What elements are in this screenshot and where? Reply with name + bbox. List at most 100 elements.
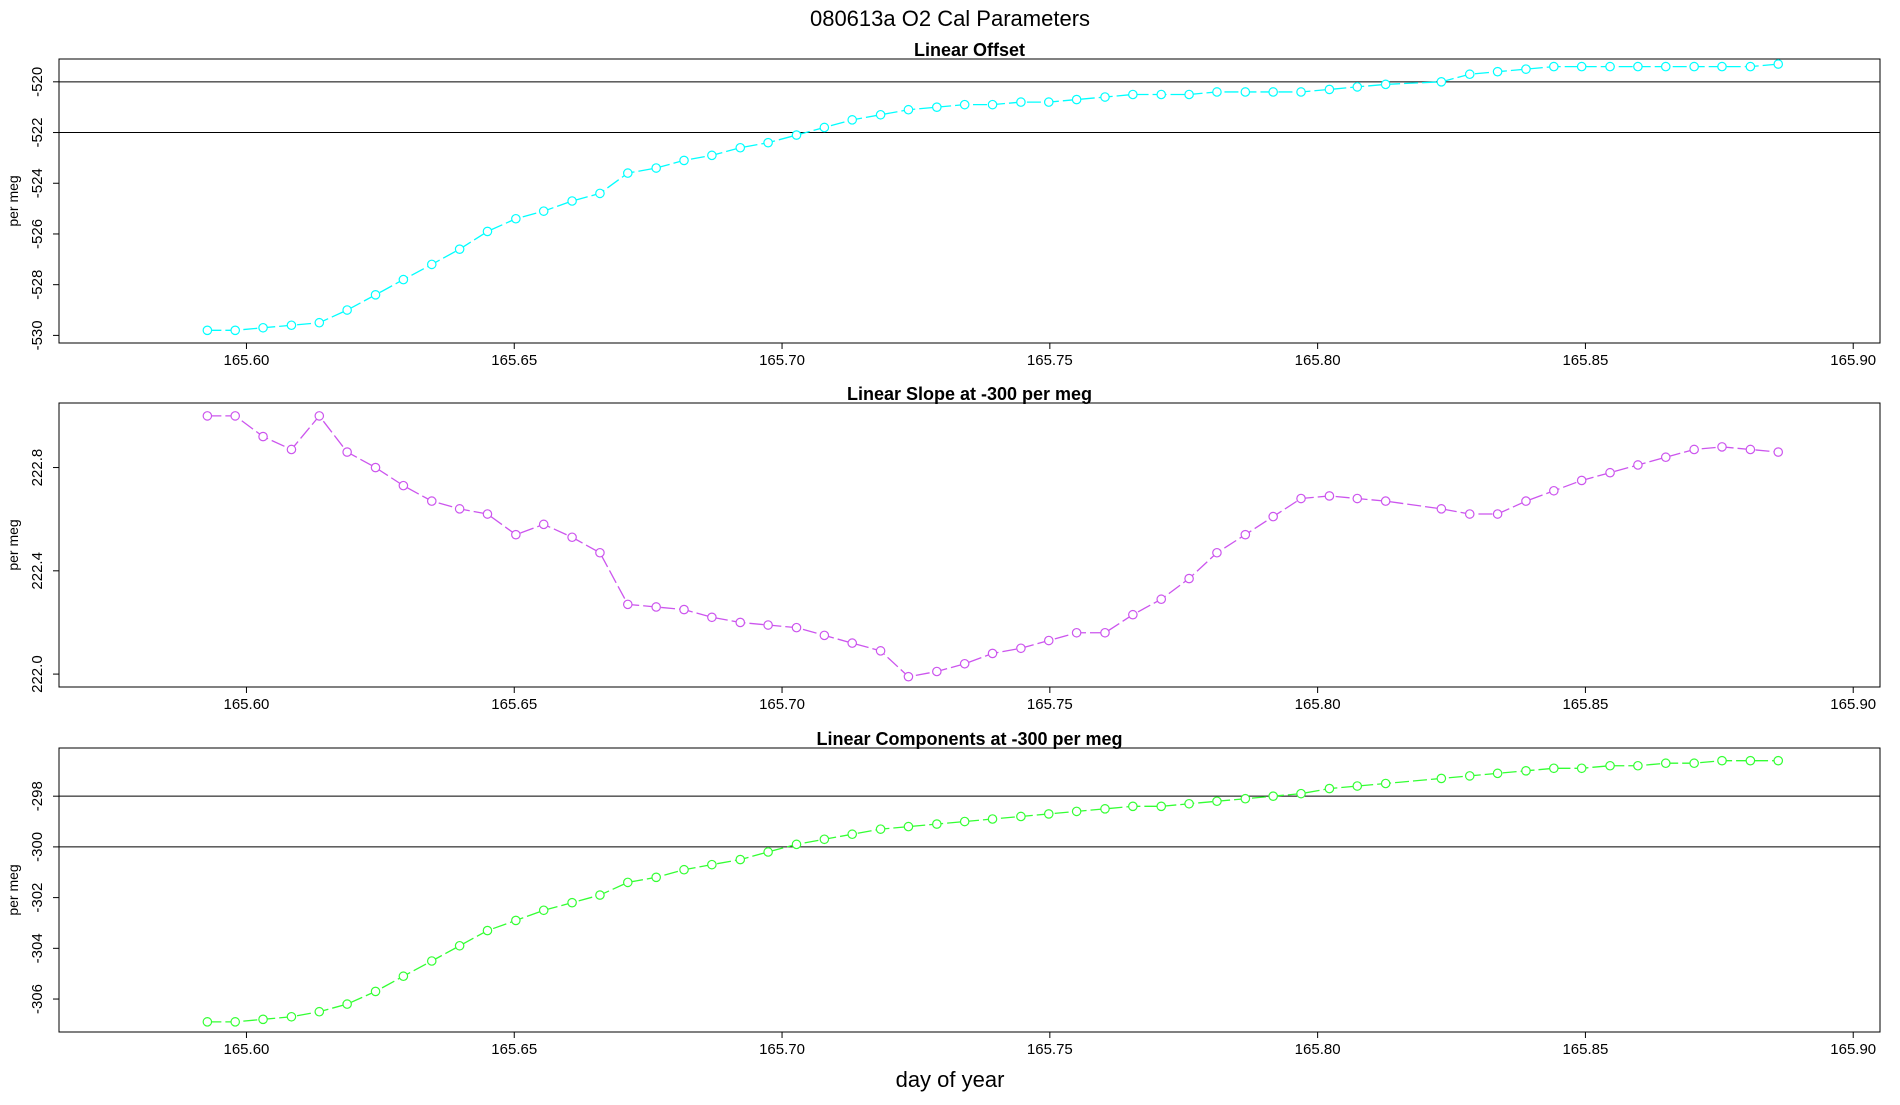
data-point	[286, 1011, 297, 1022]
data-point	[567, 532, 577, 543]
data-point	[538, 519, 549, 530]
panel-title: Linear Components at -300 per meg	[816, 729, 1122, 749]
data-point	[1268, 791, 1278, 801]
data-point	[819, 834, 830, 845]
x-tick-label: 165.90	[1830, 1041, 1876, 1058]
y-axis-label: per meg	[5, 519, 21, 570]
data-point	[847, 829, 858, 840]
data-point	[202, 1017, 213, 1027]
y-axis-label: per meg	[5, 864, 21, 915]
data-point	[1380, 496, 1391, 506]
data-point	[847, 115, 858, 125]
data-point	[1689, 444, 1699, 455]
data-point	[1660, 758, 1671, 769]
panel-title: Linear Slope at -300 per meg	[847, 384, 1092, 404]
data-point	[454, 504, 465, 514]
data-point	[622, 877, 633, 888]
x-tick-label: 165.70	[759, 352, 805, 369]
data-point	[679, 155, 689, 166]
data-point	[202, 411, 213, 421]
data-point	[1352, 82, 1363, 92]
data-point	[1717, 61, 1727, 72]
data-point	[1576, 763, 1587, 774]
data-point	[511, 915, 521, 926]
data-point	[763, 847, 773, 857]
data-point	[847, 638, 858, 648]
y-tick-label: -522	[29, 118, 46, 148]
data-point	[1576, 61, 1587, 72]
data-point	[1128, 609, 1138, 620]
data-point	[1296, 788, 1306, 799]
plot-frame	[58, 58, 1881, 344]
y-tick-label: -526	[29, 219, 46, 249]
data-point	[454, 244, 465, 254]
x-tick-label: 165.70	[759, 1041, 805, 1058]
data-point	[1660, 61, 1671, 72]
data-point	[791, 622, 802, 633]
data-point	[1717, 755, 1727, 766]
data-point	[342, 305, 352, 315]
data-point	[735, 617, 746, 628]
data-point	[567, 897, 577, 908]
data-point	[426, 956, 437, 966]
data-point	[1184, 798, 1194, 809]
data-point	[1071, 806, 1082, 817]
data-point	[1773, 755, 1784, 766]
data-point	[342, 999, 352, 1009]
data-point	[511, 213, 521, 224]
data-point	[1745, 61, 1756, 72]
x-tick-label: 165.60	[224, 696, 270, 713]
data-point	[398, 480, 409, 491]
x-tick-label: 165.90	[1830, 352, 1876, 369]
data-point	[1773, 447, 1784, 457]
data-point	[595, 188, 605, 199]
data-point	[1240, 529, 1251, 540]
y-axis-label: per meg	[5, 175, 21, 226]
data-point	[342, 447, 352, 457]
data-point	[1100, 627, 1110, 638]
data-point	[819, 630, 830, 641]
data-point	[567, 196, 577, 206]
data-point	[622, 599, 633, 610]
panel-3: Linear Components at -300 per meg per meg…	[5, 729, 1881, 1058]
y-tick-label: -298	[29, 781, 46, 811]
data-point	[1633, 460, 1643, 470]
x-tick-label: 165.60	[224, 1041, 270, 1058]
data-point	[1605, 760, 1615, 771]
data-point	[1492, 768, 1503, 779]
data-point	[791, 839, 802, 850]
y-tick-label: -302	[29, 883, 46, 913]
data-point	[1660, 452, 1671, 463]
data-point	[314, 317, 325, 328]
data-point	[1689, 758, 1699, 769]
data-point	[538, 905, 549, 916]
data-point	[1240, 793, 1251, 804]
data-point	[959, 658, 970, 669]
x-tick-label: 165.80	[1295, 352, 1341, 369]
x-tick-label: 165.75	[1027, 1041, 1073, 1058]
data-point	[1268, 511, 1278, 522]
data-point	[1492, 66, 1503, 77]
data-point	[1296, 493, 1306, 504]
data-point	[987, 99, 998, 110]
data-point	[1576, 475, 1587, 486]
data-point	[595, 890, 605, 900]
data-point	[1492, 509, 1503, 519]
x-tick-label: 165.75	[1027, 352, 1073, 369]
data-point	[735, 854, 746, 865]
data-point	[1521, 64, 1531, 74]
data-point	[987, 814, 998, 824]
data-point	[454, 940, 465, 951]
figure-title: 080613a O2 Cal Parameters	[810, 6, 1090, 31]
panel-2: Linear Slope at -300 per meg per meg 165.6…	[5, 384, 1881, 713]
data-point	[258, 1014, 268, 1025]
data-point	[1436, 77, 1447, 87]
data-point	[482, 509, 493, 519]
data-point	[1212, 547, 1222, 558]
data-point	[370, 462, 381, 473]
data-point	[622, 168, 633, 178]
data-point	[1156, 89, 1167, 100]
data-point	[651, 163, 661, 173]
data-point	[1605, 61, 1615, 72]
y-tick-label: 222.0	[29, 655, 46, 693]
